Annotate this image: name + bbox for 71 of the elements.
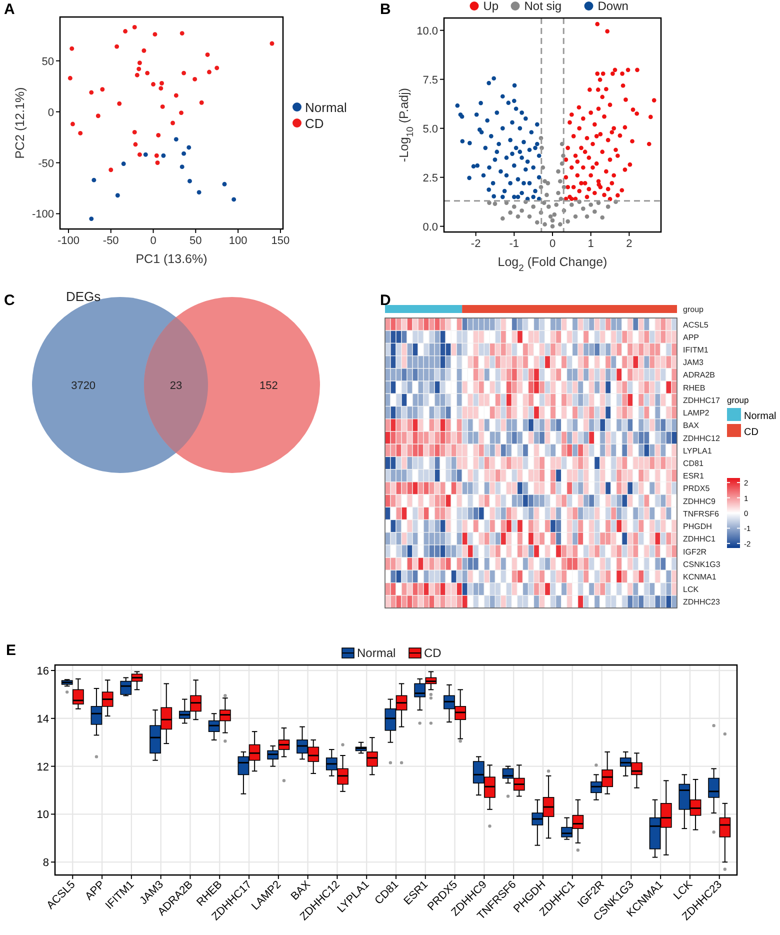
x-tick-label: -1 xyxy=(509,238,520,250)
legend-label: CD xyxy=(305,116,324,131)
y-tick-label: ZDHHC23 xyxy=(683,598,720,607)
y-tick-label: 10.0 xyxy=(416,25,438,38)
x-tick-label: 150 xyxy=(271,235,290,247)
x-tick-label: 100 xyxy=(228,235,248,247)
y-tick-label: ACSL5 xyxy=(683,320,709,330)
y-tick-label: 8 xyxy=(42,857,49,870)
y-tick-label: 16 xyxy=(36,666,49,678)
y-tick-label: APP xyxy=(683,332,700,342)
y-tick-label: 2.5 xyxy=(422,172,438,184)
x-axis-title: Log$_{2}$ (Fold Change) xyxy=(498,255,608,273)
y-tick-label: LAMP2 xyxy=(683,408,710,418)
y-tick-label: CSNK1G3 xyxy=(683,560,721,569)
y-tick-label: ZDHHC12 xyxy=(683,434,720,443)
data-label: 23 xyxy=(170,380,182,392)
y-tick-label: TNFRSF6 xyxy=(683,509,720,518)
x-tick-label: -50 xyxy=(102,235,119,247)
y-tick-label: CD81 xyxy=(683,459,704,468)
legend-label: Not sig xyxy=(524,0,562,13)
y-tick-label: IGF2R xyxy=(683,547,707,556)
x-tick-label: -2 xyxy=(470,238,481,250)
y-tick-label: ZDHHC9 xyxy=(683,496,716,506)
category-label: DEGs xyxy=(66,289,102,304)
y-tick-label: RHEB xyxy=(683,383,706,392)
y-tick-label: 5.0 xyxy=(422,123,438,136)
legend-label: Up xyxy=(483,0,499,13)
y-tick-label: ZDHHC17 xyxy=(683,396,720,405)
legend-title: group xyxy=(727,395,750,405)
y-tick-label: -50 xyxy=(38,158,54,170)
legend-label: Down xyxy=(598,0,628,13)
y-tick-label: BAX xyxy=(683,421,700,430)
y-tick-label: PHGDH xyxy=(683,522,712,532)
chart-title: B xyxy=(380,1,391,18)
legend-label: CD xyxy=(744,427,758,438)
y-tick-label: PRDX5 xyxy=(683,484,710,494)
y-tick-label: 7.5 xyxy=(422,74,438,86)
data-label: 3720 xyxy=(71,380,96,392)
y-tick-label: IFITM1 xyxy=(683,346,709,355)
data-label: 152 xyxy=(259,380,278,392)
x-tick-label: 0 xyxy=(549,238,556,250)
y-tick-label: ESR1 xyxy=(683,472,704,481)
y-tick-label: 0 xyxy=(48,106,54,119)
y-tick-label: JAM3 xyxy=(683,358,704,368)
x-tick-label: 2 xyxy=(626,238,632,250)
x-tick-label: 50 xyxy=(190,235,202,247)
y-tick-label: 50 xyxy=(42,56,54,68)
y-tick-label: KCNMA1 xyxy=(683,572,717,582)
chart-title: A xyxy=(4,1,15,18)
legend-label: CD xyxy=(424,646,442,660)
legend-label: Normal xyxy=(744,411,776,422)
y-tick-label: LCK xyxy=(683,585,700,594)
y-tick-label: ADRA2B xyxy=(683,370,716,380)
x-tick-label: -100 xyxy=(57,235,80,247)
text: C xyxy=(4,292,15,309)
y-tick-label: LYPLA1 xyxy=(683,446,712,456)
chart-title: E xyxy=(6,642,16,659)
y-tick-label: -100 xyxy=(32,208,54,221)
legend-label: Normal xyxy=(357,646,396,660)
legend-label: Normal xyxy=(305,100,348,115)
x-axis-title: PC1 (13.6%) xyxy=(136,252,208,266)
y-tick-label: 14 xyxy=(36,713,49,726)
y-tick-label: 12 xyxy=(36,761,49,774)
y-tick-label: 10 xyxy=(36,809,49,822)
y-axis-title: PC2 (12.1%) xyxy=(13,87,27,159)
x-tick-label: 0 xyxy=(150,235,156,247)
y-tick-label: 0.0 xyxy=(422,221,438,234)
chart-title: D xyxy=(380,292,391,309)
x-tick-label: 1 xyxy=(588,238,594,250)
y-tick-label: group xyxy=(683,305,704,314)
y-tick-label: ZDHHC1 xyxy=(683,534,716,544)
